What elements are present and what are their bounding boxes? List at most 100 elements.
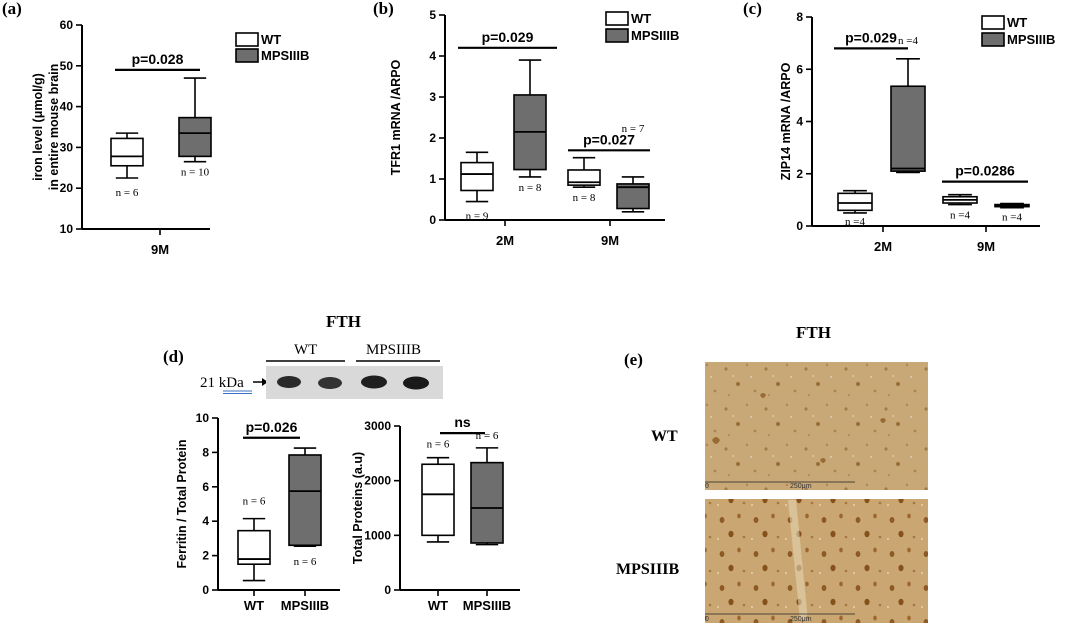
histology-wt-scale-zero: 0 — [705, 483, 709, 490]
histology-wt: 0 250μm — [705, 362, 928, 490]
legend-b-mps-swatch — [605, 28, 629, 43]
chart-b-wt-n-label: n = 8 — [573, 192, 596, 204]
legend-c-wt-label: WT — [1007, 15, 1027, 30]
chart-a-wt-box — [110, 137, 144, 167]
blot-wt-label: WT — [294, 342, 317, 358]
chart-a-ytick-label: 30 — [60, 140, 74, 154]
chart-b-ylabel: TFR1 mRNA /ARPO — [389, 59, 403, 175]
chart-b-ytick-label: 0 — [429, 213, 436, 227]
chart-b-wt-box — [567, 169, 601, 186]
chart-d2-category-label: WT — [428, 598, 448, 613]
blot-band-wt-2 — [318, 377, 342, 389]
blot-mps-label: MPSIIIB — [366, 342, 421, 358]
chart-b-pvalue: p=0.029 — [482, 29, 534, 45]
chart-d1: 0 2 4 6 8 10 Ferritin / Total Protein WT MPSIIIB… — [175, 411, 340, 613]
legend-b-wt-label: WT — [631, 11, 651, 26]
chart-d2: 0 1000 2000 3000 Total Proteins (a.u) WT MPSII… — [351, 414, 520, 613]
legend-b-wt-swatch — [605, 11, 629, 26]
chart-a: 10 20 30 40 50 60 iron level (μmol/g) in entire… — [31, 18, 212, 257]
legend-c-mps-label: MPSIIIB — [1007, 32, 1055, 47]
chart-c-ytick-label: 8 — [796, 10, 803, 24]
chart-d2-mps-n-label: n = 6 — [476, 430, 499, 442]
chart-d1-category-label: WT — [244, 598, 264, 613]
chart-a-pvalue: p=0.028 — [132, 51, 184, 67]
chart-d1-ytick-label: 10 — [196, 411, 210, 425]
chart-a-ytick-label: 10 — [60, 222, 74, 236]
chart-b-wt-box — [460, 161, 494, 192]
chart-d2-ytick-label: 2000 — [364, 474, 391, 488]
chart-a-ytick-label: 50 — [60, 59, 74, 73]
chart-c-mps-n-label: n =4 — [898, 35, 918, 47]
legend-a-wt-swatch — [235, 32, 259, 47]
histology-mps-vessel — [788, 500, 808, 620]
histology-wt-label: WT — [651, 428, 678, 445]
legend-a-mps-label: MPSIIIB — [261, 48, 309, 63]
blot-kda-unit: kDa — [219, 375, 244, 391]
chart-a-mps-n-label: n = 10 — [181, 167, 210, 179]
chart-d2-pvalue: ns — [454, 414, 471, 430]
blot-kda-number: 21 — [200, 375, 215, 391]
chart-d2-ylabel: Total Proteins (a.u) — [351, 452, 365, 564]
chart-c-category-label: 2M — [874, 239, 892, 254]
chart-d2-mps-box — [470, 461, 504, 544]
blot-band-mps-2 — [403, 376, 429, 390]
chart-d1-ylabel: Ferritin / Total Protein — [175, 440, 189, 569]
chart-d1-ytick-label: 2 — [202, 549, 209, 563]
chart-d2-wt-box — [421, 463, 455, 537]
panel-d-title: FTH — [326, 312, 361, 331]
chart-d2-ytick-label: 0 — [384, 583, 391, 597]
panel-b-letter: (b) — [373, 0, 394, 18]
chart-c: 0 2 4 6 8 ZIP14 mRNA /ARPO 2M 9M n =4 n =4 n =4 n =… — [779, 10, 1040, 254]
panel-e-title: FTH — [796, 323, 831, 342]
histology-mps-scale-length: 250μm — [790, 616, 812, 623]
chart-d1-ytick-label: 8 — [202, 445, 209, 459]
chart-d1-ytick-label: 6 — [202, 480, 209, 494]
histology-mps-image — [705, 499, 928, 623]
western-blot: WT MPSIIIB 21 kDa — [200, 342, 443, 399]
chart-b-ytick-label: 3 — [429, 90, 436, 104]
panel-a-letter: (a) — [2, 0, 22, 18]
histology-mps-scale-zero: 0 — [705, 616, 709, 623]
histology-mps-label: MPSIIIB — [616, 561, 679, 578]
chart-d2-wt-n-label: n = 6 — [427, 439, 450, 451]
chart-c-ytick-label: 6 — [796, 62, 803, 76]
histology-wt-image — [705, 362, 928, 490]
chart-c-mps-n-label: n =4 — [1002, 212, 1022, 224]
histology-mps: 0 250μm — [705, 499, 928, 623]
chart-c-ytick-label: 0 — [796, 219, 803, 233]
chart-d2-category-label: MPSIIIB — [463, 598, 511, 613]
chart-b-ytick-label: 2 — [429, 131, 436, 145]
chart-a-ylabel-line1: iron level (μmol/g) — [31, 73, 45, 181]
chart-c-ytick-label: 4 — [796, 115, 803, 129]
chart-c-pvalue: p=0.029 — [845, 29, 897, 45]
chart-a-mps-box — [178, 116, 212, 158]
chart-a-ylabel-line2: in entire mouse brain — [47, 64, 61, 190]
chart-d1-pvalue: p=0.026 — [246, 419, 298, 435]
histology-wt-scale-length: 250μm — [790, 483, 812, 490]
panel-d-letter: (d) — [163, 347, 184, 366]
chart-c-ytick-label: 2 — [796, 167, 803, 181]
chart-b-category-label: 2M — [496, 233, 514, 248]
chart-a-category-label: 9M — [151, 242, 169, 257]
chart-d1-ytick-label: 0 — [202, 583, 209, 597]
chart-c-category-label: 9M — [977, 239, 995, 254]
chart-a-ytick-label: 40 — [60, 100, 74, 114]
chart-b-ytick-label: 1 — [429, 172, 436, 186]
chart-c-wt-box — [837, 192, 873, 212]
blot-band-wt-1 — [277, 376, 301, 388]
chart-b-wt-n-label: n = 9 — [466, 211, 489, 223]
panel-c-letter: (c) — [743, 0, 762, 18]
chart-a-ytick-label: 20 — [60, 181, 74, 195]
blot-arrow-head — [262, 378, 268, 386]
chart-b-category-label: 9M — [601, 233, 619, 248]
panel-e-letter: (e) — [624, 350, 643, 369]
legend-b: WT MPSIIIB — [605, 11, 679, 43]
chart-c-ylabel: ZIP14 mRNA /ARPO — [779, 62, 793, 180]
blot-band-mps-1 — [361, 375, 387, 389]
chart-b-ytick-label: 5 — [429, 8, 436, 22]
chart-b-mps-n-label: n = 7 — [622, 123, 645, 135]
legend-a-mps-swatch — [235, 48, 259, 63]
legend-b-mps-label: MPSIIIB — [631, 28, 679, 43]
legend-a-wt-label: WT — [261, 32, 281, 47]
